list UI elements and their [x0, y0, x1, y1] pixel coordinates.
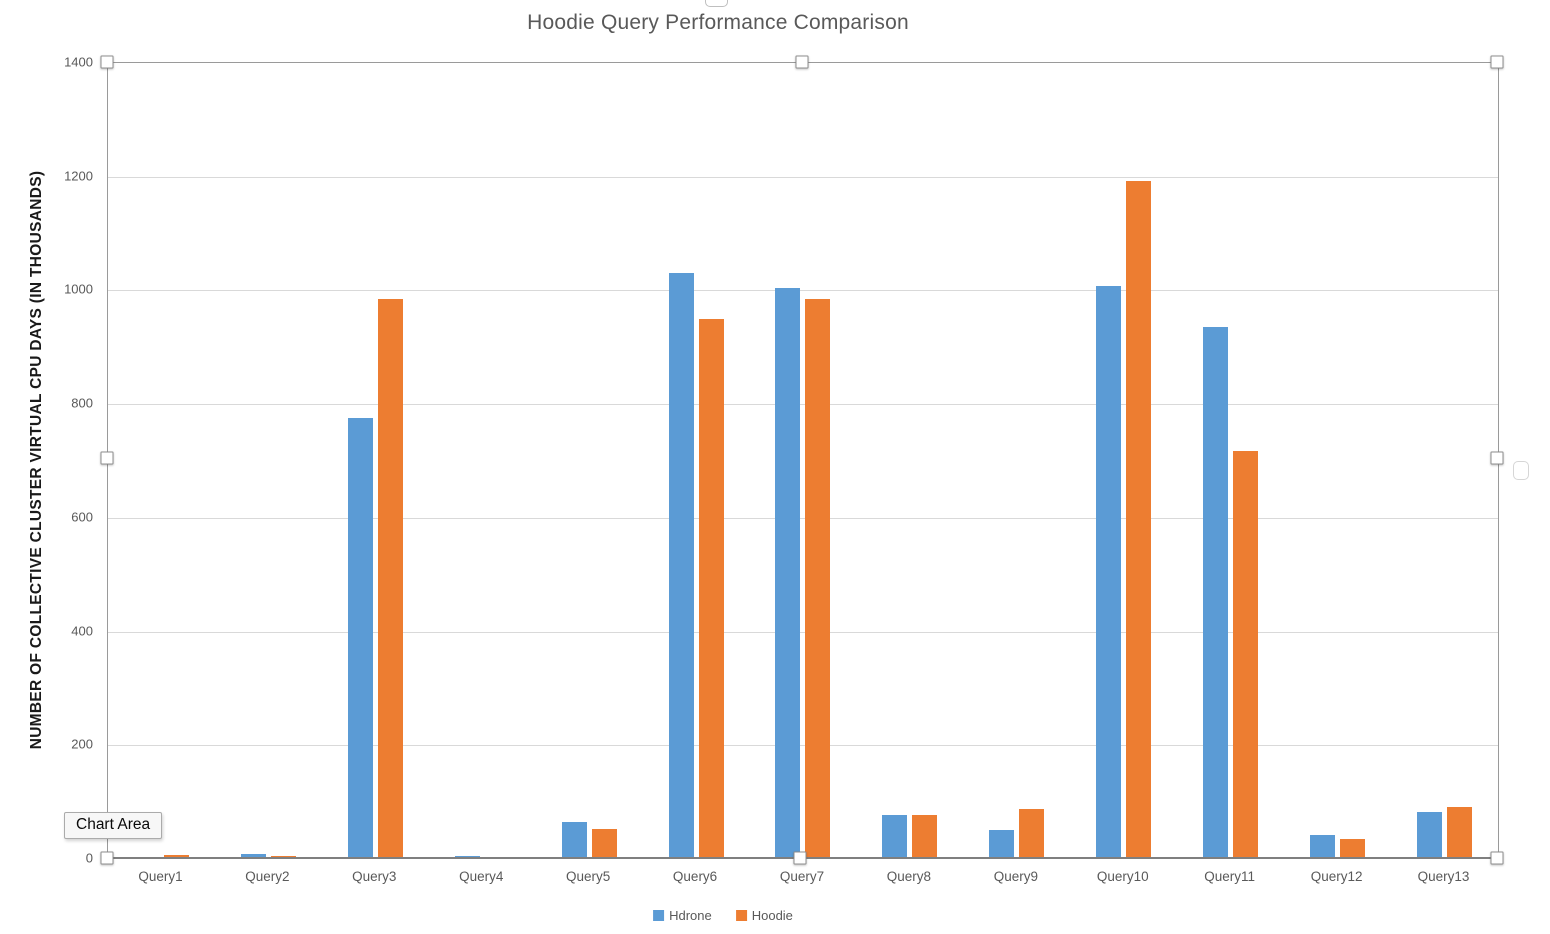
- legend-item-hoodie[interactable]: Hoodie: [735, 908, 793, 923]
- y-tick-label: 600: [71, 509, 93, 525]
- x-tick-label: Query1: [138, 869, 183, 884]
- bar-group: [1070, 63, 1177, 859]
- bar-group: [322, 63, 429, 859]
- bar-hdrone[interactable]: [1096, 285, 1122, 859]
- bar-hoodie[interactable]: [1126, 180, 1152, 859]
- bar-hdrone[interactable]: [240, 854, 266, 859]
- gridline: [108, 517, 1498, 519]
- bar-hoodie[interactable]: [805, 298, 831, 859]
- plot-area[interactable]: [107, 62, 1499, 859]
- bar-hdrone[interactable]: [882, 814, 908, 859]
- bar-hdrone[interactable]: [1310, 834, 1336, 859]
- y-tick-label: 1400: [64, 54, 93, 70]
- selection-handle-top-center[interactable]: [795, 55, 809, 69]
- outer-selection-handle-right[interactable]: [1513, 461, 1529, 480]
- legend-item-hdrone[interactable]: Hdrone: [653, 908, 712, 923]
- legend[interactable]: Hdrone Hoodie: [653, 908, 793, 923]
- bar-hoodie[interactable]: [698, 318, 724, 859]
- bar-group: [1177, 63, 1284, 859]
- bar-group: [429, 63, 536, 859]
- legend-label-hoodie: Hoodie: [751, 908, 793, 923]
- bar-group: [643, 63, 750, 859]
- legend-swatch-hdrone: [653, 910, 665, 921]
- bar-group: [856, 63, 963, 859]
- y-tick-label: 400: [71, 623, 93, 639]
- gridline: [108, 404, 1498, 406]
- bar-hdrone[interactable]: [668, 273, 694, 859]
- y-tick-label: 1200: [64, 168, 93, 184]
- chart-area-tooltip: Chart Area: [64, 812, 163, 839]
- bar-hoodie[interactable]: [1233, 450, 1259, 859]
- bar-group: [108, 63, 215, 859]
- bar-group: [963, 63, 1070, 859]
- x-tick-label: Query4: [459, 869, 504, 884]
- gridline: [108, 745, 1498, 747]
- bar-hoodie[interactable]: [377, 298, 403, 859]
- bar-group: [215, 63, 322, 859]
- x-tick-label: Query12: [1310, 869, 1363, 884]
- bar-hoodie[interactable]: [1019, 808, 1045, 859]
- bar-hdrone[interactable]: [1417, 812, 1443, 859]
- x-tick-label: Query10: [1096, 869, 1149, 884]
- selection-handle-mid-right[interactable]: [1490, 451, 1504, 465]
- y-tick-label: 200: [71, 736, 93, 752]
- y-tick-label: 800: [71, 395, 93, 411]
- gridline: [108, 176, 1498, 178]
- legend-swatch-hoodie: [735, 910, 747, 921]
- bar-group: [1391, 63, 1498, 859]
- x-tick-label: Query8: [886, 869, 932, 884]
- bar-hdrone[interactable]: [989, 830, 1015, 859]
- bar-hdrone[interactable]: [1203, 327, 1229, 859]
- gridline: [108, 290, 1498, 292]
- x-tick-label: Query11: [1204, 869, 1256, 884]
- bar-hdrone[interactable]: [561, 822, 587, 859]
- x-tick-label: Query2: [245, 869, 290, 884]
- selection-handle-top-left[interactable]: [100, 55, 114, 69]
- bar-series-container[interactable]: [108, 63, 1498, 859]
- outer-selection-handle-top[interactable]: [705, 0, 728, 7]
- bar-hoodie[interactable]: [912, 815, 938, 859]
- x-tick-label: Query6: [672, 869, 718, 884]
- gridline: [108, 631, 1498, 633]
- x-tick-label: Query13: [1417, 869, 1470, 884]
- bar-group: [1284, 63, 1391, 859]
- bar-hdrone[interactable]: [347, 418, 373, 859]
- x-tick-label: Query9: [993, 869, 1038, 884]
- y-axis-tick-labels[interactable]: 0 200 400 600 800 1000 1200 1400: [0, 55, 100, 866]
- bar-hoodie[interactable]: [591, 828, 617, 859]
- selection-handle-bottom-right[interactable]: [1490, 851, 1504, 865]
- legend-label-hdrone: Hdrone: [669, 908, 712, 923]
- bar-group: [536, 63, 643, 859]
- x-tick-label: Query5: [566, 869, 611, 884]
- selection-handle-bottom-left[interactable]: [100, 851, 114, 865]
- bar-group: [750, 63, 857, 859]
- x-tick-label: Query7: [779, 869, 825, 884]
- x-tick-label: Query3: [352, 869, 397, 884]
- bar-hdrone[interactable]: [775, 287, 801, 859]
- bar-hoodie[interactable]: [1447, 807, 1473, 859]
- chart-title[interactable]: Hoodie Query Performance Comparison: [527, 11, 909, 34]
- y-tick-label: 0: [85, 850, 93, 866]
- selection-handle-top-right[interactable]: [1490, 55, 1504, 69]
- x-axis-tick-labels[interactable]: Query1 Query2 Query3 Query4 Query5 Query6 Quer…: [107, 869, 1497, 884]
- selection-handle-mid-left[interactable]: [100, 451, 114, 465]
- y-tick-label: 1000: [64, 281, 93, 297]
- selection-handle-bottom-center[interactable]: [793, 851, 807, 865]
- bar-hoodie[interactable]: [1340, 839, 1366, 859]
